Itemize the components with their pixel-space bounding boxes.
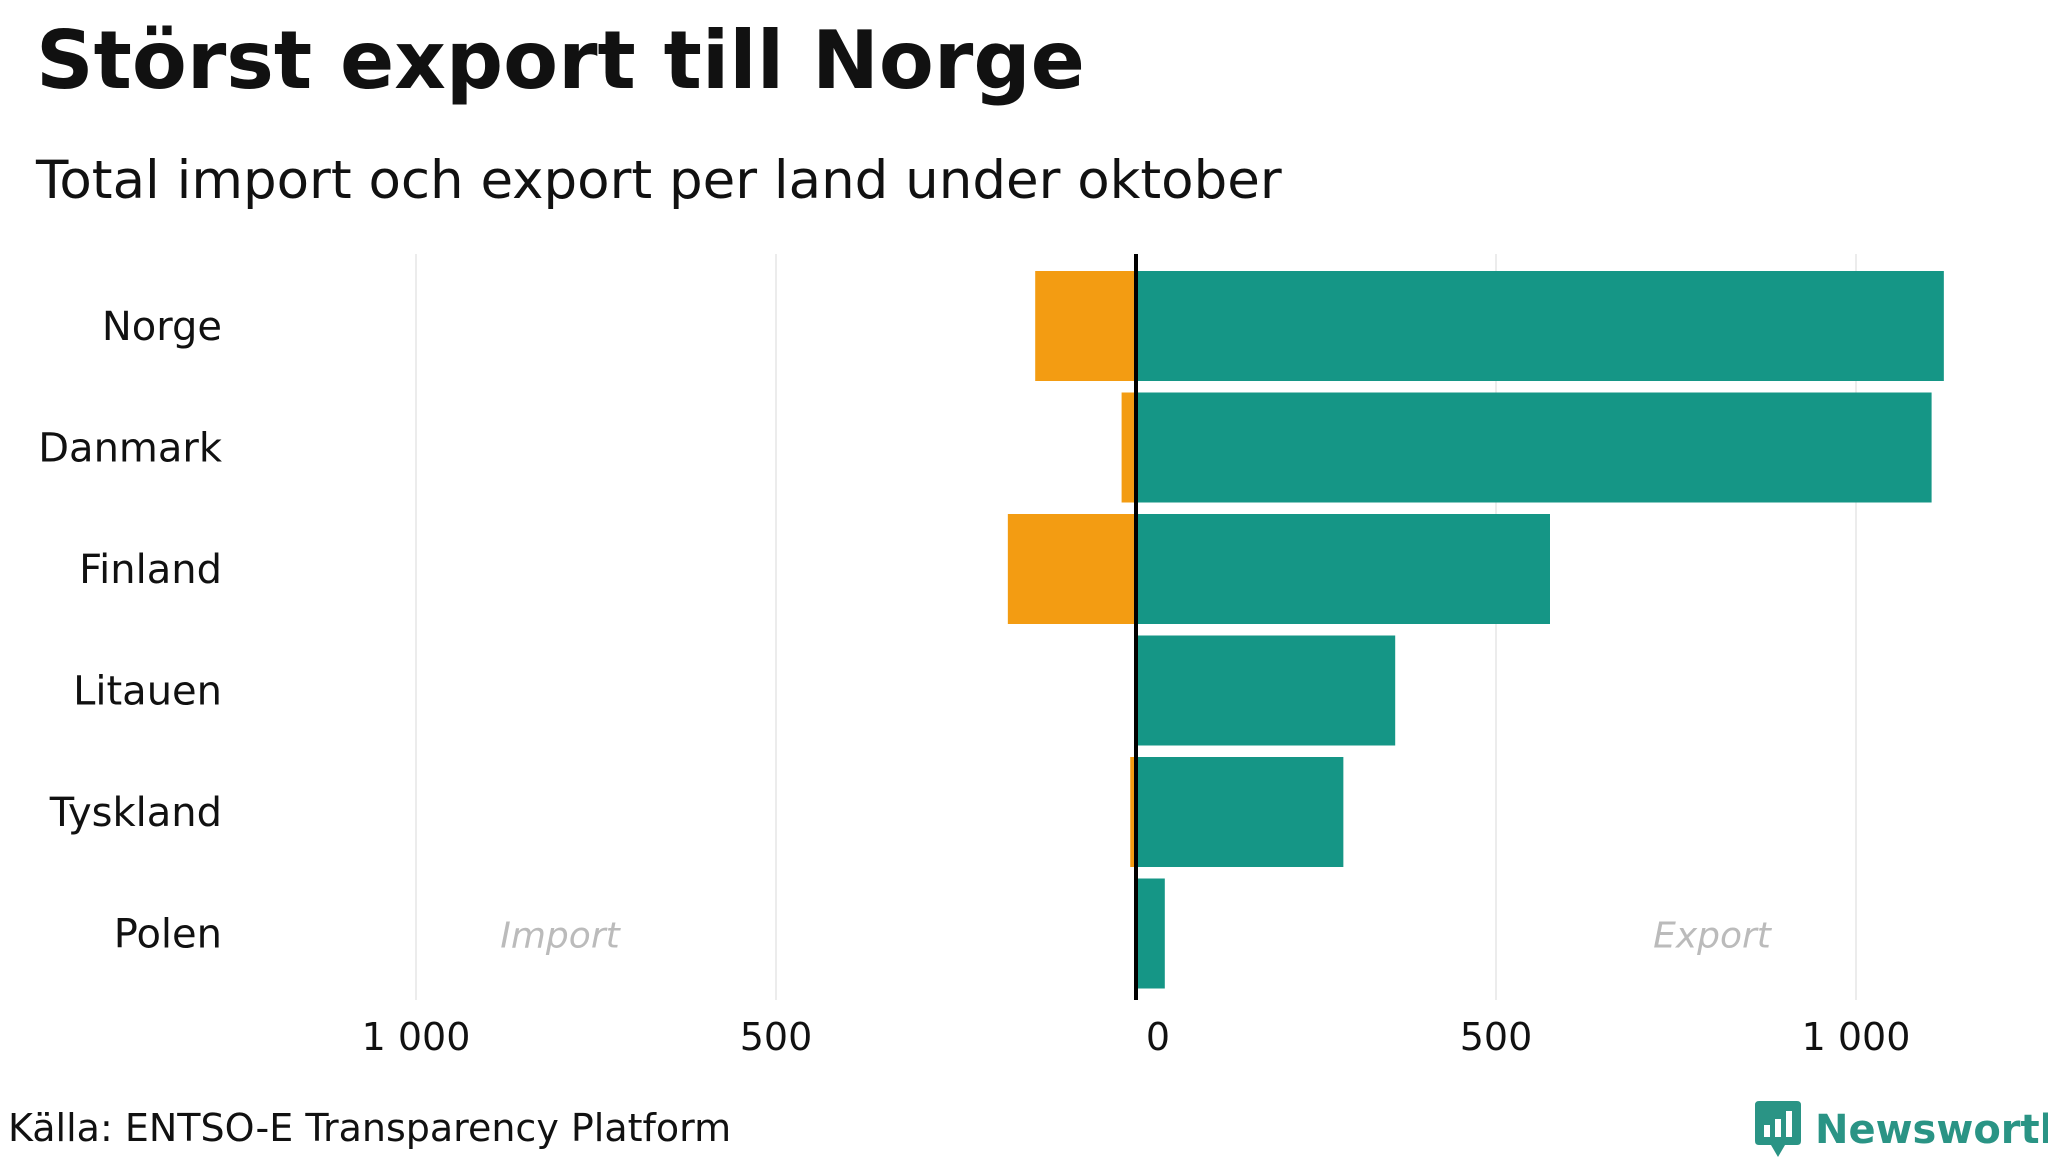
import-bar-danmark [1121,392,1136,503]
export-bar-tyskland [1136,757,1344,867]
newsworthy-logo-icon [1755,1101,1801,1157]
x-tick-label-3: 500 [1460,1015,1533,1059]
export-bar-litauen [1136,635,1396,746]
category-label-tyskland: Tyskland [49,790,222,836]
category-label-norge: Norge [102,304,222,350]
chart-title: Störst export till Norge [36,14,1085,107]
x-tick-label-0: 1 000 [362,1015,471,1059]
x-tick-label-4: 1 000 [1802,1015,1911,1059]
x-tick-label-1: 500 [740,1015,813,1059]
bar-chart: 1 000 500 0 500 1 000 Norge Danmark Finland Lita… [38,254,1944,1059]
brand-logo[interactable]: Newsworthy [1755,1100,2048,1160]
source-note: Källa: ENTSO-E Transparency Platform [8,1106,732,1150]
export-bar-danmark [1136,392,1932,503]
annotation-import: Import [500,916,621,957]
label-layer: 1 000 500 0 500 1 000 Norge Danmark Finland Lita… [38,304,1910,1059]
brand-name: Newsworthy [1815,1107,2048,1153]
category-label-polen: Polen [114,912,222,958]
category-label-finland: Finland [79,547,222,593]
chart-subtitle: Total import och export per land under o… [36,150,1282,211]
annotation-export: Export [1653,916,1773,957]
export-bar-finland [1136,514,1550,624]
x-tick-label-2: 0 [1146,1015,1170,1059]
import-bar-finland [1007,514,1136,624]
import-bar-tyskland [1130,757,1136,867]
export-bar-norge [1136,271,1944,381]
export-bar-polen [1136,878,1165,989]
import-bar-norge [1035,271,1136,381]
category-label-danmark: Danmark [38,426,223,472]
category-label-litauen: Litauen [73,669,222,715]
bar-layer [1007,271,1944,989]
